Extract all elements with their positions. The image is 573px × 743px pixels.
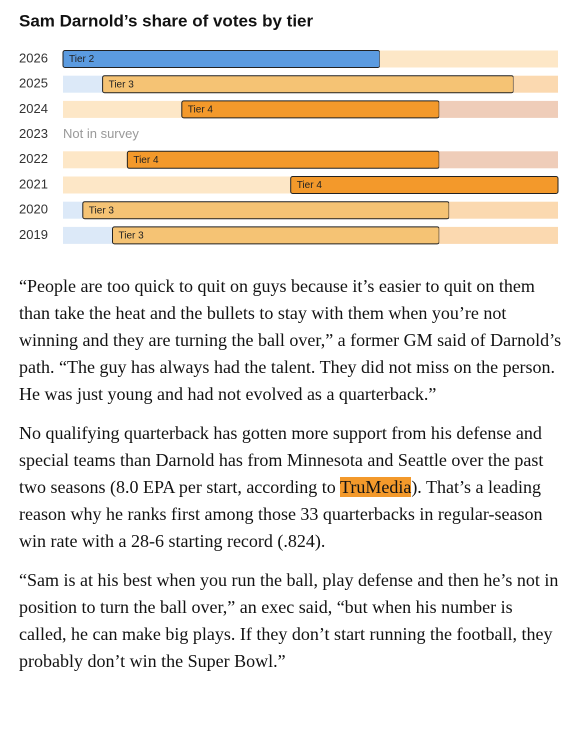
bar-segment-highlight: [112, 226, 440, 245]
year-label: 2020: [19, 202, 48, 217]
bar-segment-highlight: [181, 100, 440, 119]
year-label: 2019: [19, 227, 48, 242]
tier-label: Tier 2: [69, 54, 95, 65]
bar-segment-highlight: [102, 75, 514, 94]
tier-label: Tier 4: [188, 105, 214, 116]
bar-segment: [439, 226, 558, 244]
bar-segment-highlight: [290, 176, 559, 194]
tier-label: Tier 3: [109, 79, 135, 90]
year-label: 2026: [19, 50, 48, 65]
paragraph: No qualifying quarterback has gotten mor…: [19, 420, 564, 555]
year-label: 2025: [19, 76, 48, 91]
article: “People are too quick to quit on guys be…: [19, 273, 564, 687]
bar-segment: [63, 151, 128, 169]
annotation: Not in survey: [63, 126, 139, 141]
tier-label: Tier 4: [297, 180, 323, 191]
bar-segment: [439, 100, 558, 118]
bar-segment: [513, 75, 558, 93]
bar-segment: [63, 226, 113, 244]
tier-label: Tier 4: [133, 155, 159, 166]
text: “Sam is at his best when you run the bal…: [19, 570, 559, 671]
tier-label: Tier 3: [89, 205, 115, 216]
link[interactable]: TruMedia: [339, 477, 412, 497]
paragraph: “Sam is at his best when you run the bal…: [19, 567, 564, 675]
bar-segment: [449, 201, 558, 219]
chart: Sam Darnold’s share of votes by tier 202…: [19, 11, 559, 245]
year-label: 2021: [19, 176, 48, 191]
bar-segment: [63, 100, 182, 118]
chart-title: Sam Darnold’s share of votes by tier: [19, 11, 314, 30]
bar-segment-highlight: [126, 150, 440, 169]
year-label: 2022: [19, 151, 48, 166]
text: No qualifying quarterback has gotten mor…: [19, 423, 544, 497]
text: “People are too quick to quit on guys be…: [19, 276, 562, 404]
bar-segment-highlight: [62, 50, 381, 68]
bar-segment: [439, 151, 558, 169]
paragraph: “People are too quick to quit on guys be…: [19, 273, 564, 408]
bar-segment: [63, 201, 83, 219]
year-label: 2023: [19, 126, 48, 141]
year-label: 2024: [19, 101, 48, 116]
tier-label: Tier 3: [119, 231, 145, 242]
bar-segment: [63, 176, 291, 194]
text: ). That’s a leading reason why he ranks …: [19, 477, 543, 551]
bar-segment: [379, 50, 558, 68]
bar-segment-highlight: [82, 201, 450, 220]
bar-segment: [63, 75, 103, 93]
